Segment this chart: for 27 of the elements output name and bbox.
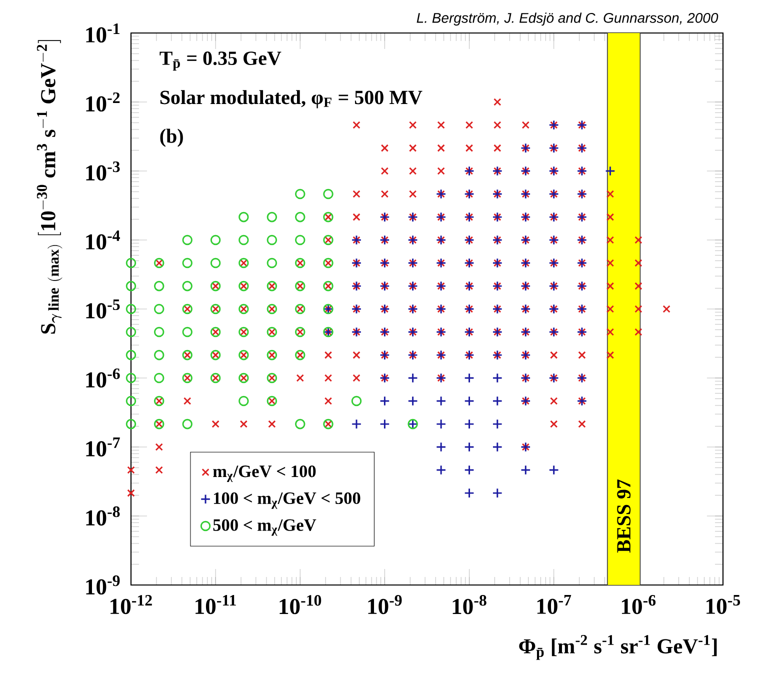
x-tick-label: 10$^{-9}$ <box>368 595 402 614</box>
y-tick-label: 10$^{-5}$ <box>86 300 120 318</box>
x-tick-label: 10$^{-11}$ <box>196 595 236 614</box>
y-tick-label: 10$^{-2}$ <box>86 92 120 112</box>
annotation: Solar modulated, φ$_{F}$ = 500 MV <box>160 90 422 108</box>
y-tick-label: 10$^{-3}$ <box>86 161 120 181</box>
x-tick-label: 10$^{-12}$ <box>110 595 152 614</box>
y-axis-title: $\mathbf{S}_{\boldsymbol{\gamma}\,\mathbf{line\ (max)}}\ \mathbf{[10^{-30}\ cm^{3}\ s^{-1}\ GeV^{-2}]}$ <box>36 40 62 334</box>
legend-label: m$_{χ}$/GeV < 100 <box>213 466 316 482</box>
annotation: T$_{p̄}$ = 0.35 GeV <box>160 52 282 71</box>
x-tick-label: 10$^{-5}$ <box>706 595 740 614</box>
legend-label: 500 < m$_{χ}$/GeV <box>213 519 316 536</box>
text: Φ$_{p̄}$ [m$^{-2}$ s$^{-1}$ sr$^{-1}$ GeV$^{-1}$] <box>519 635 717 660</box>
legend-label: 100 < m$_{χ}$/GeV < 500 <box>214 492 360 509</box>
text: L. Bergström, J. Edsjö and C. Gunnarsson, 2000 <box>416 12 718 26</box>
y-tick-label: 10$^{-8}$ <box>86 506 120 526</box>
x-tick-label: 10$^{-6}$ <box>622 595 656 614</box>
x-tick-label: 10$^{-7}$ <box>537 595 572 614</box>
annotation: (b) <box>160 128 183 147</box>
y-tick-label: 10$^{-4}$ <box>86 230 120 250</box>
x-tick-label: 10$^{-10}$ <box>280 595 322 614</box>
y-tick-label: 10$^{-7}$ <box>86 438 120 456</box>
band-label: BESS 97 <box>617 480 631 553</box>
y-tick-label: 10$^{-1}$ <box>86 23 120 43</box>
x-tick-label: 10$^{-8}$ <box>452 595 486 614</box>
y-tick-label: 10$^{-6}$ <box>86 368 120 388</box>
y-tick-label: 10$^{-9}$ <box>86 575 120 595</box>
